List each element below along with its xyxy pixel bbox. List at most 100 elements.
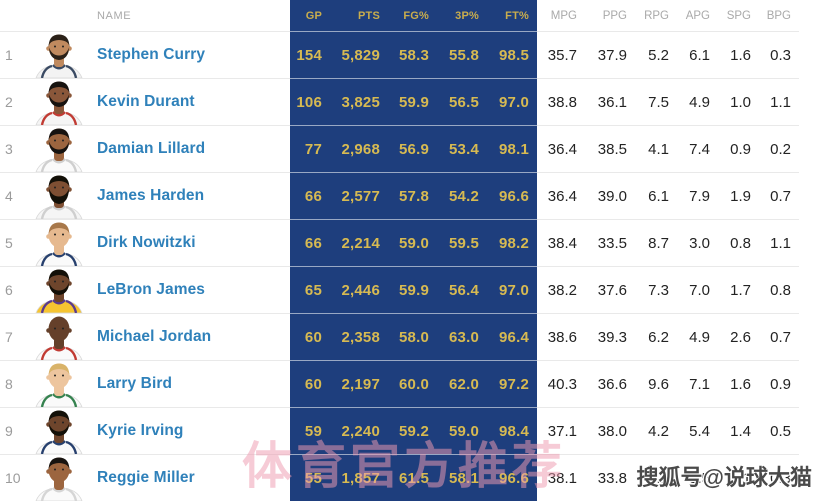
apg-cell: 7.1 <box>677 360 718 407</box>
pts-cell: 2,214 <box>330 219 388 266</box>
player-name-link[interactable]: Dirk Nowitzki <box>90 219 290 266</box>
player-avatar-icon <box>33 455 85 501</box>
three-pct-cell: 56.4 <box>437 266 487 313</box>
apg-cell: 7.9 <box>677 172 718 219</box>
three-pct-column-header[interactable]: 3P% <box>437 0 487 31</box>
table-row[interactable]: 3 Damian Lillard 77 2,968 56.9 53.4 98.1… <box>0 125 815 172</box>
gp-cell: 66 <box>290 172 330 219</box>
pts-cell: 1,857 <box>330 454 388 501</box>
player-name-link[interactable]: Michael Jordan <box>90 313 290 360</box>
mpg-cell: 38.6 <box>537 313 585 360</box>
three-pct-cell: 53.4 <box>437 125 487 172</box>
avatar-cell <box>28 219 90 266</box>
ft-pct-cell: 98.1 <box>487 125 537 172</box>
three-pct-cell: 63.0 <box>437 313 487 360</box>
player-name-link[interactable]: Larry Bird <box>90 360 290 407</box>
avatar-cell <box>28 172 90 219</box>
gp-cell: 60 <box>290 360 330 407</box>
fg-pct-cell: 59.0 <box>388 219 437 266</box>
player-name-link[interactable]: Kevin Durant <box>90 78 290 125</box>
bpg-cell: 0.8 <box>759 266 799 313</box>
player-avatar-icon <box>33 314 85 360</box>
bpg-cell: 0.5 <box>759 407 799 454</box>
apg-column-header[interactable]: APG <box>685 9 710 22</box>
bpg-cell: 0.7 <box>759 313 799 360</box>
three-pct-cell: 56.5 <box>437 78 487 125</box>
table-row[interactable]: 6 LeBron James 65 2,446 59.9 56.4 97.0 3… <box>0 266 815 313</box>
mpg-cell: 40.3 <box>537 360 585 407</box>
apg-cell: 7.0 <box>677 266 718 313</box>
spg-column-header[interactable]: SPG <box>726 9 751 22</box>
ft-pct-cell: 96.6 <box>487 454 537 501</box>
player-name-link[interactable]: Stephen Curry <box>90 31 290 78</box>
ft-pct-column-header[interactable]: FT% <box>487 0 537 31</box>
apg-cell: 4.9 <box>677 313 718 360</box>
player-name-link[interactable]: Kyrie Irving <box>90 407 290 454</box>
spg-cell: 1.6 <box>718 31 759 78</box>
fg-pct-cell: 57.8 <box>388 172 437 219</box>
bpg-cell: 0.2 <box>759 125 799 172</box>
gp-cell: 65 <box>290 266 330 313</box>
player-name-link[interactable]: Damian Lillard <box>90 125 290 172</box>
rank-cell: 6 <box>0 266 28 313</box>
gp-column-header[interactable]: GP <box>290 0 330 31</box>
rpg-cell: 8.7 <box>635 219 677 266</box>
rpg-cell: 9.6 <box>635 360 677 407</box>
apg-cell: 7.4 <box>677 125 718 172</box>
pts-cell: 2,968 <box>330 125 388 172</box>
rank-cell: 8 <box>0 360 28 407</box>
spg-cell: 1.9 <box>718 172 759 219</box>
gp-cell: 66 <box>290 219 330 266</box>
name-column-header[interactable]: NAME <box>97 9 132 22</box>
fg-pct-column-header[interactable]: FG% <box>388 0 437 31</box>
table-row[interactable]: 8 Larry Bird 60 2,197 60.0 62.0 97.2 40.… <box>0 360 815 407</box>
gp-cell: 77 <box>290 125 330 172</box>
ft-pct-cell: 98.4 <box>487 407 537 454</box>
player-name-link[interactable]: Reggie Miller <box>90 454 290 501</box>
avatar-cell <box>28 407 90 454</box>
bpg-column-header[interactable]: BPG <box>766 9 791 22</box>
gp-cell: 60 <box>290 313 330 360</box>
mpg-column-header[interactable]: MPG <box>550 9 577 22</box>
table-row[interactable]: 9 Kyrie Irving 59 2,240 59.2 59.0 98.4 3… <box>0 407 815 454</box>
rpg-cell: 4.2 <box>635 407 677 454</box>
player-name-link[interactable]: LeBron James <box>90 266 290 313</box>
rank-cell: 5 <box>0 219 28 266</box>
ft-pct-cell: 97.0 <box>487 266 537 313</box>
ppg-cell: 39.3 <box>585 313 635 360</box>
table-row[interactable]: 4 James Harden 66 2,577 57.8 54.2 96.6 3… <box>0 172 815 219</box>
ppg-column-header[interactable]: PPG <box>602 9 627 22</box>
pts-cell: 5,829 <box>330 31 388 78</box>
avatar-cell <box>28 31 90 78</box>
ft-pct-cell: 96.4 <box>487 313 537 360</box>
pts-cell: 2,197 <box>330 360 388 407</box>
gp-cell: 106 <box>290 78 330 125</box>
table-row[interactable]: 5 Dirk Nowitzki 66 2,214 59.0 59.5 98.2 … <box>0 219 815 266</box>
player-avatar-icon <box>33 361 85 407</box>
three-pct-cell: 55.8 <box>437 31 487 78</box>
rpg-cell: 6.1 <box>635 172 677 219</box>
table-header-row: NAME GP PTS FG% 3P% FT% MPG PPG RPG APG … <box>0 0 815 31</box>
player-avatar-icon <box>33 408 85 454</box>
spg-cell: 2.6 <box>718 313 759 360</box>
table-row[interactable]: 7 Michael Jordan 60 2,358 58.0 63.0 96.4… <box>0 313 815 360</box>
pts-cell: 2,446 <box>330 266 388 313</box>
player-avatar-icon <box>33 126 85 172</box>
rank-cell: 1 <box>0 31 28 78</box>
ppg-cell: 38.5 <box>585 125 635 172</box>
rpg-column-header[interactable]: RPG <box>644 9 669 22</box>
fg-pct-cell: 56.9 <box>388 125 437 172</box>
bpg-cell: 0.3 <box>759 454 799 501</box>
ft-pct-cell: 97.2 <box>487 360 537 407</box>
table-row[interactable]: 2 Kevin Durant 106 3,825 59.9 56.5 97.0 … <box>0 78 815 125</box>
rank-cell: 4 <box>0 172 28 219</box>
player-name-link[interactable]: James Harden <box>90 172 290 219</box>
mpg-cell: 38.1 <box>537 454 585 501</box>
table-row[interactable]: 1 Stephen Curry 154 5,829 58.3 55.8 98.5… <box>0 31 815 78</box>
spg-cell: 0.9 <box>718 125 759 172</box>
ppg-cell: 33.8 <box>585 454 635 501</box>
pts-column-header[interactable]: PTS <box>330 0 388 31</box>
bpg-cell: 1.1 <box>759 219 799 266</box>
table-row[interactable]: 10 Reggie Miller 55 1,857 61.5 58.1 96.6… <box>0 454 815 501</box>
apg-cell: 5.4 <box>677 407 718 454</box>
